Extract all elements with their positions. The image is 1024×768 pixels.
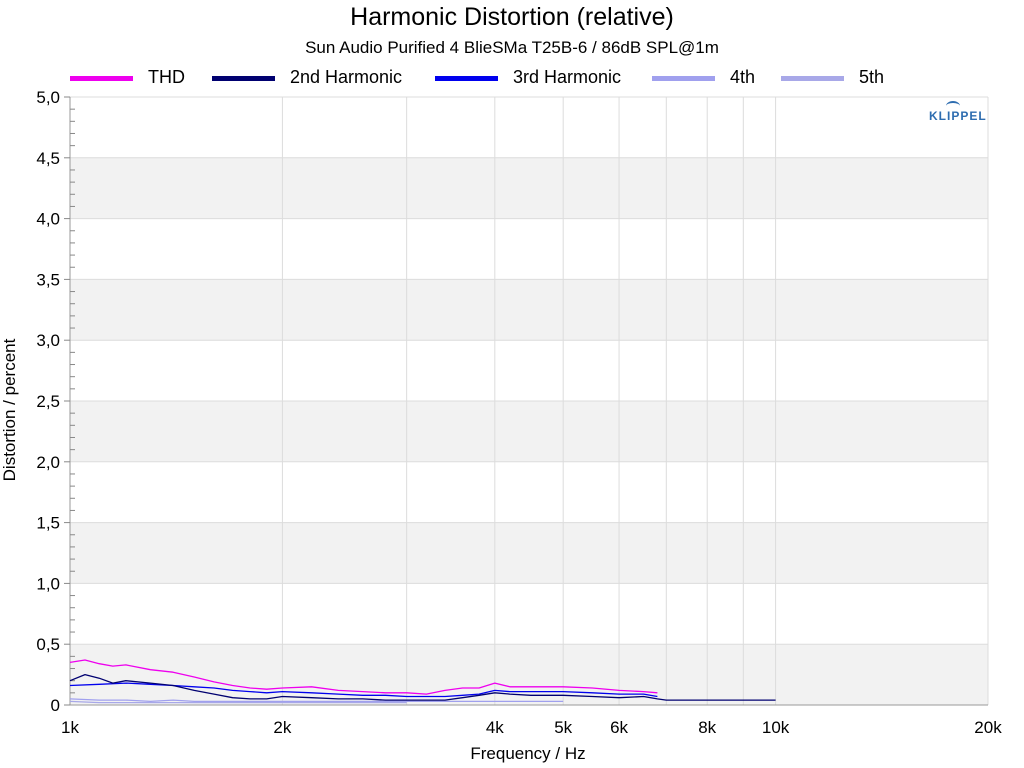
y-tick-label: 5,0: [36, 88, 60, 107]
legend-swatch: [212, 76, 275, 81]
x-tick-label: 20k: [974, 718, 1002, 737]
x-tick-label: 5k: [554, 718, 572, 737]
y-tick-label: 0,5: [36, 635, 60, 654]
y-tick-label: 0: [51, 696, 60, 715]
x-tick-label: 4k: [486, 718, 504, 737]
legend-swatch: [781, 76, 844, 81]
y-axis-label: Distortion / percent: [0, 338, 19, 482]
series-line-5th: [69, 700, 407, 704]
grid-band: [70, 522, 988, 584]
legend: THD 2nd Harmonic 3rd Harmonic 4th 5th: [0, 66, 1024, 90]
y-tick-label: 4,0: [36, 210, 60, 229]
y-tick-label: 4,5: [36, 149, 60, 168]
x-tick-label: 10k: [762, 718, 790, 737]
klippel-logo-arc: [946, 101, 960, 111]
chart-subtitle: Sun Audio Purified 4 BlieSMa T25B-6 / 86…: [305, 38, 719, 57]
x-tick-label: 6k: [610, 718, 628, 737]
y-tick-label: 3,0: [36, 331, 60, 350]
legend-label: 3rd Harmonic: [513, 67, 622, 87]
x-tick-label: 2k: [273, 718, 291, 737]
x-tick-label: 1k: [61, 718, 79, 737]
y-tick-label: 1,0: [36, 574, 60, 593]
series-line-4th: [69, 698, 564, 703]
y-tick-label: 3,5: [36, 270, 60, 289]
series-line-thd: [69, 659, 658, 695]
y-tick-label: 2,5: [36, 392, 60, 411]
grid-band: [70, 157, 988, 219]
legend-label: THD: [148, 67, 185, 87]
series-line-2nd-harmonic: [69, 673, 776, 701]
legend-swatch: [70, 76, 133, 81]
grid-band: [70, 401, 988, 462]
legend-swatch: [435, 76, 498, 81]
series-line-3rd-harmonic: [69, 682, 658, 698]
legend-label: 2nd Harmonic: [290, 67, 403, 87]
x-axis-label: Frequency / Hz: [470, 744, 586, 763]
grid-band: [70, 644, 988, 705]
chart-title: Harmonic Distortion (relative): [350, 3, 674, 31]
grid-band: [70, 279, 988, 341]
legend-swatch: [652, 76, 715, 81]
y-tick-label: 1,5: [36, 514, 60, 533]
x-tick-label: 8k: [698, 718, 716, 737]
legend-label: 4th: [730, 67, 756, 87]
legend-label: 5th: [859, 67, 885, 87]
y-tick-label: 2,0: [36, 453, 60, 472]
klippel-logo: KLIPPEL: [929, 109, 987, 123]
